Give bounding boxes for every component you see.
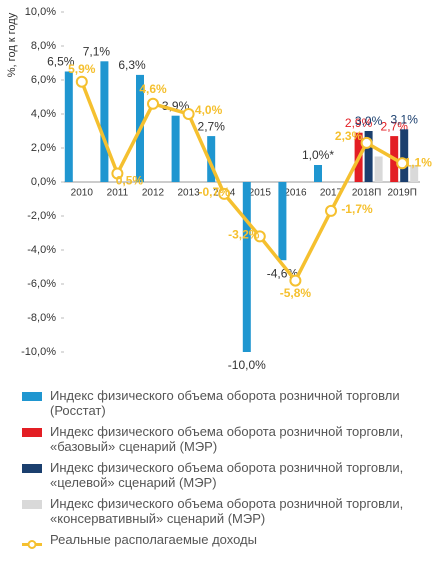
bar xyxy=(410,165,419,182)
line-point xyxy=(182,108,195,120)
x-tick-label: 2019П xyxy=(387,188,416,199)
line-point xyxy=(75,75,88,88)
line-label: -0,7% xyxy=(199,185,231,199)
legend-item: Индекс физического объема оборота рознич… xyxy=(22,460,440,490)
bar xyxy=(278,182,287,261)
y-axis-title: %, год к году xyxy=(6,12,18,77)
bar-label: 2,9% xyxy=(345,116,373,130)
bar-label: 1,0%* xyxy=(302,148,334,162)
y-tick-label: 4,0% xyxy=(31,108,56,120)
y-tick-label: 6,0% xyxy=(31,74,56,86)
y-tick-label: -6,0% xyxy=(27,278,56,290)
y-tick-label: 8,0% xyxy=(31,40,56,52)
y-tick-label: -2,0% xyxy=(27,210,56,222)
legend-item: Индекс физического объема оборота рознич… xyxy=(22,388,440,418)
line-point xyxy=(360,136,373,149)
legend-item: Индекс физического объема оборота рознич… xyxy=(22,424,440,454)
x-tick-label: 2013 xyxy=(177,188,200,199)
chart: %, год к году -10,0% -8,0% -6,0% -4,0% -2,0%… xyxy=(6,6,433,372)
bar-label: 3,0% xyxy=(355,114,383,128)
legend-label: Индекс физического объема оборота рознич… xyxy=(50,460,404,490)
bar-label: 6,5% xyxy=(47,55,75,69)
line-point xyxy=(253,230,266,243)
line-label: -5,8% xyxy=(280,286,312,300)
y-tick-label: 2,0% xyxy=(31,142,56,154)
bar-label: 7,1% xyxy=(83,44,111,58)
legend-swatch xyxy=(22,464,42,473)
legend-swatch xyxy=(22,500,42,509)
x-tick-label: 2018П xyxy=(352,188,381,199)
x-tick-label: 2012 xyxy=(142,188,165,199)
legend-label: Реальные располагаемые доходы xyxy=(50,532,257,547)
line-label: 1,1% xyxy=(405,155,433,169)
x-tick-label: 2015 xyxy=(249,188,272,199)
bar xyxy=(64,71,73,182)
bar-label: 3,1% xyxy=(391,112,419,126)
y-tick-label: -8,0% xyxy=(27,312,56,324)
y-tick-label: -4,0% xyxy=(27,244,56,256)
line-label: 5,9% xyxy=(68,62,96,76)
line-point xyxy=(111,167,124,180)
legend-swatch xyxy=(22,392,42,401)
line-point xyxy=(396,157,409,170)
legend-item: Реальные располагаемые доходы xyxy=(22,532,440,549)
line-point xyxy=(289,274,302,287)
x-tick-label: 2010 xyxy=(71,188,94,199)
legend-swatch xyxy=(22,428,42,437)
bar-label: 6,3% xyxy=(118,58,146,72)
bar xyxy=(364,131,373,182)
legend-label: Индекс физического объема оборота рознич… xyxy=(50,424,404,454)
bar xyxy=(171,115,180,182)
line-label: 2,3% xyxy=(335,129,363,143)
legend-label: Индекс физического объема оборота рознич… xyxy=(50,496,404,526)
line-label: 4,0% xyxy=(195,103,223,117)
line-point xyxy=(147,97,159,110)
legend: Индекс физического объема оборота рознич… xyxy=(22,388,440,553)
bar xyxy=(314,165,322,182)
y-tick-label: -10,0% xyxy=(21,346,56,358)
line-label: -1,7% xyxy=(341,202,373,216)
line-label: 4,6% xyxy=(139,82,167,96)
bar-label: -10,0% xyxy=(228,358,266,372)
x-tick-label: 2017 xyxy=(320,188,343,199)
legend-item: Индекс физического объема оборота рознич… xyxy=(22,496,440,526)
y-tick-label: 10,0% xyxy=(25,6,56,18)
line-label: 0,5% xyxy=(116,174,144,188)
x-tick-label: 2016 xyxy=(284,188,307,199)
bar-label: 2,7% xyxy=(198,119,226,133)
bar xyxy=(100,61,109,182)
legend-swatch xyxy=(22,536,42,549)
line-point xyxy=(218,187,231,200)
bar xyxy=(374,156,383,182)
bar xyxy=(207,136,216,182)
line-point xyxy=(325,204,337,217)
x-tick-label: 2011 xyxy=(107,188,129,199)
line xyxy=(80,81,404,284)
line-label: -3,2% xyxy=(228,228,260,242)
bar xyxy=(242,182,251,352)
legend-line xyxy=(22,540,42,549)
bar xyxy=(400,129,409,182)
legend-label: Индекс физического объема оборота рознич… xyxy=(50,388,400,418)
y-tick-label: 0,0% xyxy=(31,176,56,188)
